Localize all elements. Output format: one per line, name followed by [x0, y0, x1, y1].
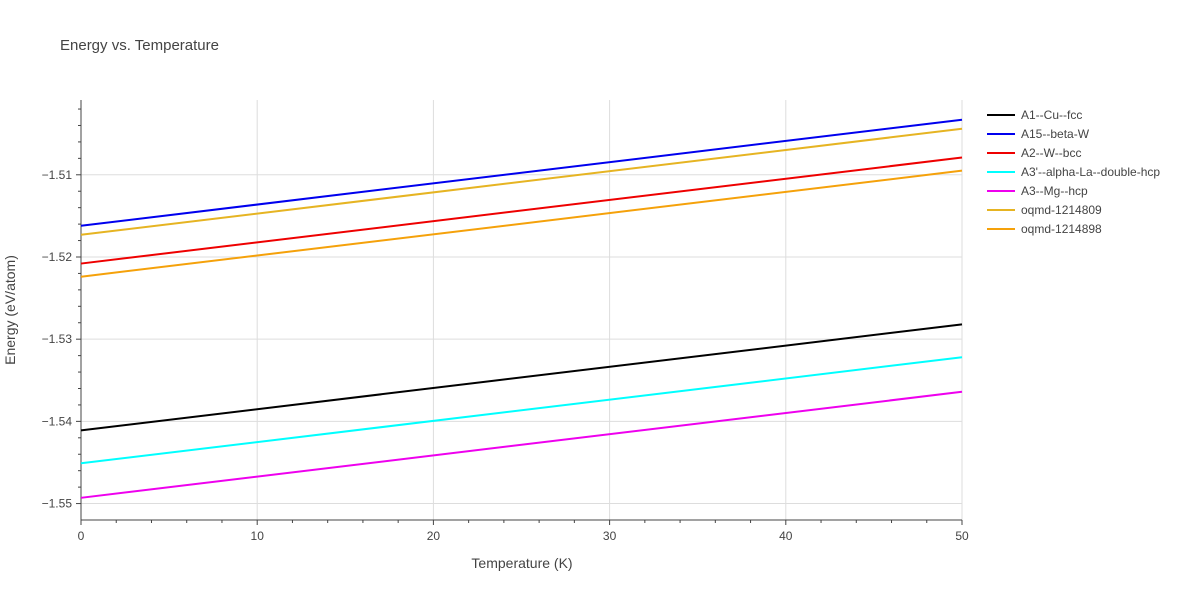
axes-layer: 0 10 20 30 40 50 −1.55 −1.54 −1.53 −1.52 −1.51 [42, 100, 969, 543]
x-tick-label: 20 [427, 529, 441, 543]
legend: A1--Cu--fcc A15--beta-W A2--W--bcc A3'--alp… [987, 108, 1160, 236]
series-line [80, 323, 963, 432]
series-line [80, 156, 963, 265]
grid-layer [81, 100, 963, 520]
x-tick-label: 30 [603, 529, 617, 543]
y-tick-label: −1.54 [42, 414, 73, 428]
legend-label: A3'--alpha-La--double-hcp [1021, 165, 1160, 179]
legend-label: A1--Cu--fcc [1021, 108, 1082, 122]
x-tick-label: 10 [251, 529, 265, 543]
y-axis-title: Energy (eV/atom) [2, 255, 18, 365]
x-tick-label: 40 [779, 529, 793, 543]
y-tick-label: −1.55 [42, 497, 73, 511]
legend-label: oqmd-1214809 [1021, 203, 1102, 217]
y-tick-label: −1.51 [42, 168, 73, 182]
legend-label: A3--Mg--hcp [1021, 184, 1088, 198]
series-line [80, 169, 963, 278]
series-line [80, 118, 963, 227]
x-axis-title: Temperature (K) [471, 555, 572, 571]
legend-label: A15--beta-W [1021, 127, 1090, 141]
legend-label: oqmd-1214898 [1021, 222, 1102, 236]
series-line [80, 127, 963, 236]
y-tick-label: −1.52 [42, 250, 73, 264]
x-tick-label: 50 [955, 529, 969, 543]
x-tick-label: 0 [78, 529, 85, 543]
series-line [80, 356, 963, 465]
chart-title: Energy vs. Temperature [60, 37, 219, 54]
y-tick-label: −1.53 [42, 332, 73, 346]
series-line [80, 390, 963, 499]
series-layer [80, 118, 963, 499]
legend-label: A2--W--bcc [1021, 146, 1081, 160]
